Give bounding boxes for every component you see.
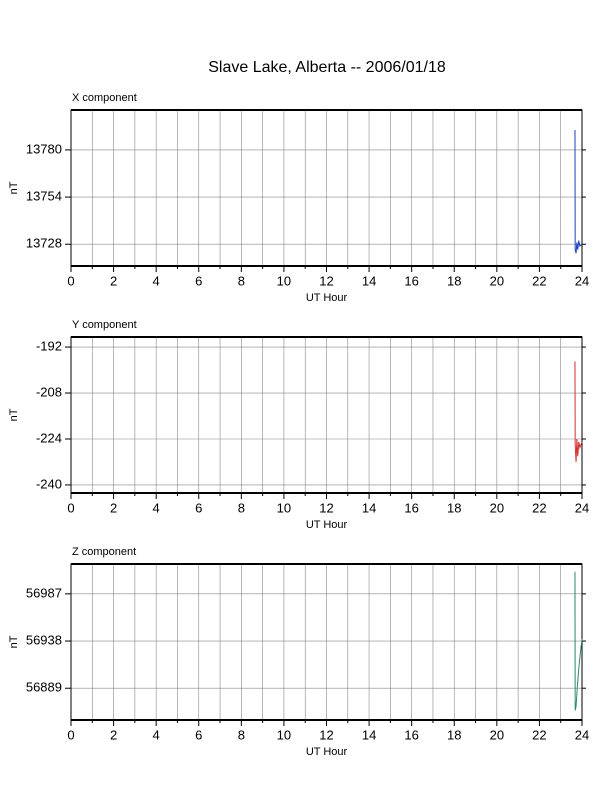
y-tick-label: 13728 [26, 236, 62, 251]
y-tick-label: 56987 [26, 585, 62, 600]
x-tick-label: 24 [575, 273, 589, 288]
x-tick-label: 12 [319, 500, 333, 515]
x-tick-label: 22 [532, 727, 546, 742]
x-tick-label: 2 [110, 727, 117, 742]
y-tick-label: -208 [36, 384, 62, 399]
y-tick-label: 56889 [26, 680, 62, 695]
y-tick-label: 13754 [26, 189, 62, 204]
x-tick-label: 4 [153, 500, 160, 515]
y-tick-label: -224 [36, 430, 62, 445]
x-tick-label: 22 [532, 273, 546, 288]
x-tick-label: 24 [575, 727, 589, 742]
x-tick-label: 18 [447, 727, 461, 742]
x-tick-label: 16 [404, 273, 418, 288]
data-line [574, 571, 583, 711]
x-tick-label: 0 [67, 500, 74, 515]
y-tick-label: -240 [36, 476, 62, 491]
x-tick-label: 24 [575, 500, 589, 515]
page-title: Slave Lake, Alberta -- 2006/01/18 [208, 59, 446, 76]
y-tick-label: -192 [36, 338, 62, 353]
x-tick-label: 6 [195, 727, 202, 742]
x-tick-label: 20 [490, 500, 504, 515]
data-line [574, 361, 583, 462]
x-tick-label: 14 [362, 727, 376, 742]
panel-title: Y component [72, 319, 137, 331]
x-tick-label: 10 [277, 273, 291, 288]
x-tick-label: 0 [67, 273, 74, 288]
x-tick-label: 4 [153, 273, 160, 288]
x-tick-label: 18 [447, 500, 461, 515]
y-axis-label: nT [8, 635, 20, 648]
y-axis-label: nT [8, 408, 20, 421]
x-tick-label: 20 [490, 727, 504, 742]
x-tick-label: 0 [67, 727, 74, 742]
x-tick-label: 8 [238, 273, 245, 288]
y-tick-label: 13780 [26, 141, 62, 156]
panel-title: Z component [72, 546, 136, 558]
x-tick-label: 12 [319, 727, 333, 742]
x-tick-label: 14 [362, 273, 376, 288]
x-tick-label: 12 [319, 273, 333, 288]
x-tick-label: 14 [362, 500, 376, 515]
x-tick-label: 18 [447, 273, 461, 288]
x-axis-label: UT Hour [306, 746, 348, 758]
x-tick-label: 10 [277, 727, 291, 742]
x-tick-label: 6 [195, 273, 202, 288]
x-axis-label: UT Hour [306, 519, 348, 531]
x-tick-label: 2 [110, 273, 117, 288]
y-axis-label: nT [8, 181, 20, 194]
x-tick-label: 2 [110, 500, 117, 515]
x-axis-label: UT Hour [306, 292, 348, 304]
x-tick-label: 8 [238, 727, 245, 742]
x-tick-label: 16 [404, 727, 418, 742]
x-tick-label: 20 [490, 273, 504, 288]
x-tick-label: 10 [277, 500, 291, 515]
panel-title: X component [72, 92, 137, 104]
data-line [574, 129, 583, 254]
y-tick-label: 56938 [26, 632, 62, 647]
x-tick-label: 4 [153, 727, 160, 742]
x-tick-label: 22 [532, 500, 546, 515]
x-tick-label: 16 [404, 500, 418, 515]
x-tick-label: 6 [195, 500, 202, 515]
x-tick-label: 8 [238, 500, 245, 515]
